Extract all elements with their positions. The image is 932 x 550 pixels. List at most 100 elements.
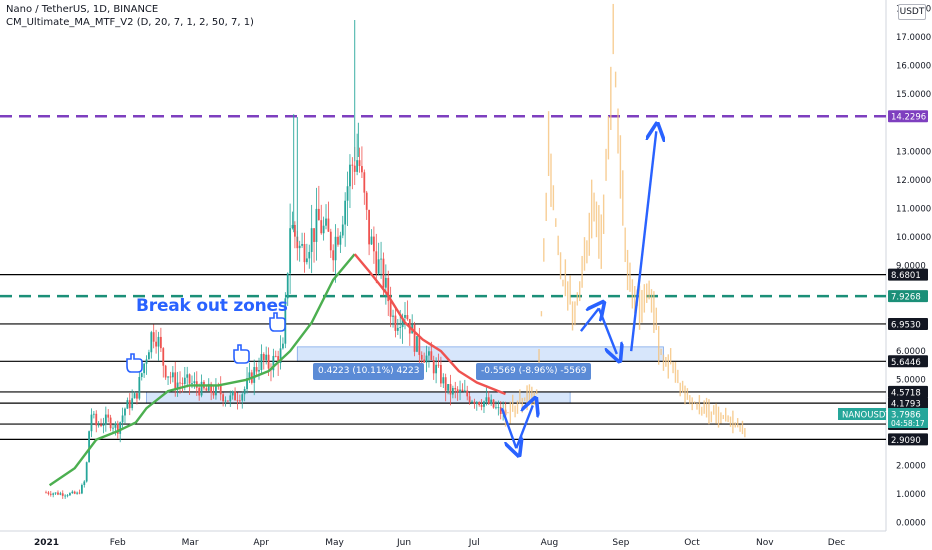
level-tag-14.2296	[888, 110, 928, 123]
candle-body	[461, 389, 464, 392]
candle-body	[485, 397, 488, 402]
candle-body	[188, 374, 191, 384]
candle-body	[337, 236, 339, 245]
candle-body	[456, 389, 459, 393]
candle-body	[150, 332, 153, 353]
level-tag-6.9530	[888, 317, 928, 330]
candle-body	[260, 354, 263, 371]
candle-body	[64, 495, 67, 497]
candle-body	[109, 417, 112, 429]
candle-body	[277, 356, 280, 364]
candle-body	[116, 423, 119, 434]
candle-body	[183, 377, 186, 384]
candle-body	[425, 355, 428, 363]
candle-body	[282, 343, 284, 349]
candle-body	[78, 492, 81, 494]
candle-body	[222, 394, 225, 402]
level-tag-2.9090	[888, 433, 928, 446]
candle-body	[140, 373, 143, 377]
level-tag-5.6446	[888, 355, 928, 368]
y-tick-5.0000: 5.0000	[896, 376, 926, 386]
candle-body	[315, 208, 318, 242]
projection-arrow-2	[579, 308, 599, 332]
measure-label-down: -0.5569 (-8.96%) -5569	[476, 363, 592, 380]
candle-body	[52, 493, 55, 495]
candle-body	[279, 348, 282, 364]
candle-body	[205, 388, 208, 391]
y-tick-9.0000: 9.0000	[896, 262, 926, 272]
candle-body	[95, 413, 98, 426]
candle-body	[148, 352, 150, 360]
candle-body	[193, 381, 196, 384]
candle-body	[317, 208, 320, 221]
candle-body	[372, 236, 375, 252]
chart-title: Nano / TetherUS, 1D, BINANCE	[6, 4, 159, 15]
currency-badge[interactable]: USDT	[898, 4, 926, 20]
candle-body	[361, 166, 363, 173]
candle-body	[136, 393, 138, 399]
candle-body	[351, 164, 354, 166]
candle-body	[61, 493, 64, 496]
candle-body	[59, 493, 62, 495]
projection-arrow-1	[515, 405, 533, 449]
candle-body	[495, 407, 497, 409]
candle-body	[459, 389, 461, 393]
pointing-hand-icon	[269, 312, 286, 332]
candle-body	[200, 381, 203, 396]
breakout-zone-0	[296, 346, 664, 362]
current-symbol-tag	[838, 407, 886, 420]
candle-body	[215, 384, 217, 396]
y-tick-16.0000: 16.0000	[896, 62, 931, 72]
candle-body	[380, 258, 382, 260]
candle-body	[76, 492, 79, 494]
candle-body	[447, 384, 449, 391]
candle-body	[499, 407, 502, 414]
x-tick-Oct: Oct	[684, 538, 700, 548]
candle-body	[133, 393, 136, 399]
candle-body	[487, 397, 490, 404]
candle-body	[143, 363, 146, 374]
current-price-tag	[888, 407, 928, 428]
level-label-2.9090: 2.9090	[891, 436, 921, 446]
candle-body	[377, 259, 380, 274]
candle-body	[339, 235, 342, 245]
candle-body	[128, 400, 131, 409]
candle-body	[353, 165, 356, 172]
candle-body	[45, 492, 47, 494]
x-tick-Mar: Mar	[182, 538, 199, 548]
candle-body	[387, 277, 390, 302]
candle-body	[100, 424, 102, 426]
candle-body	[114, 423, 117, 428]
candle-body	[54, 492, 57, 494]
candle-body	[329, 231, 332, 251]
y-tick-2.0000: 2.0000	[896, 461, 926, 471]
candle-body	[159, 336, 162, 349]
candle-body	[181, 383, 184, 385]
candle-body	[66, 495, 69, 497]
candle-body	[85, 462, 88, 482]
candle-body	[423, 359, 426, 363]
candle-body	[47, 492, 50, 494]
candle-body	[325, 218, 327, 226]
indicator-label: CM_Ultimate_MA_MTF_V2 (D, 20, 7, 1, 2, 5…	[6, 17, 254, 28]
candle-body	[344, 200, 347, 225]
candle-body	[449, 384, 452, 395]
candle-body	[320, 220, 323, 234]
candle-body	[241, 394, 244, 401]
candle-body	[121, 415, 124, 423]
candle-body	[363, 172, 366, 193]
candle-body	[382, 258, 385, 288]
breakout-zone-1	[146, 391, 571, 404]
candle-body	[272, 355, 275, 371]
candle-body	[131, 398, 134, 409]
y-tick-13.0000: 13.0000	[896, 147, 931, 157]
x-tick-Dec: Dec	[828, 538, 845, 548]
level-tag-7.9268	[888, 290, 928, 303]
candle-body	[289, 228, 292, 274]
candle-body	[497, 407, 500, 409]
x-tick-May: May	[325, 538, 344, 548]
candle-body	[234, 391, 236, 401]
level-label-8.6801: 8.6801	[891, 271, 921, 281]
y-tick-17.0000: 17.0000	[896, 33, 931, 43]
